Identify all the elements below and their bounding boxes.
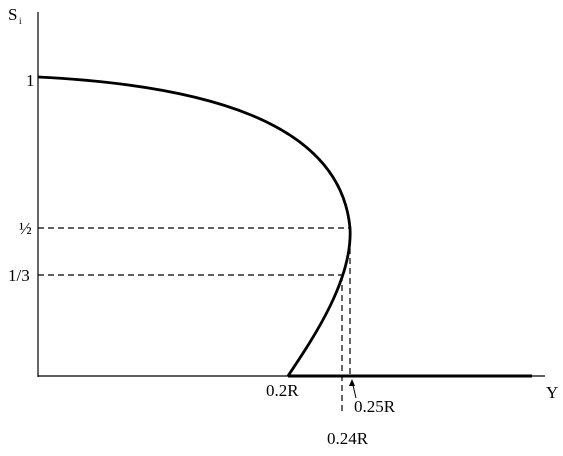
y-label: ½: [19, 219, 32, 238]
y-axis-subscript: i: [19, 16, 22, 26]
y-label: 1: [26, 71, 35, 90]
x-label: 0.25R: [354, 397, 396, 416]
arrow-head: [349, 379, 355, 386]
x-label: 0.2R: [266, 381, 299, 400]
y-axis-label: S: [8, 5, 17, 24]
x-label: 0.24R: [327, 429, 369, 448]
x-axis-label: Y: [546, 383, 558, 402]
y-label: 1/3: [8, 266, 30, 285]
curve: [37, 75, 352, 377]
